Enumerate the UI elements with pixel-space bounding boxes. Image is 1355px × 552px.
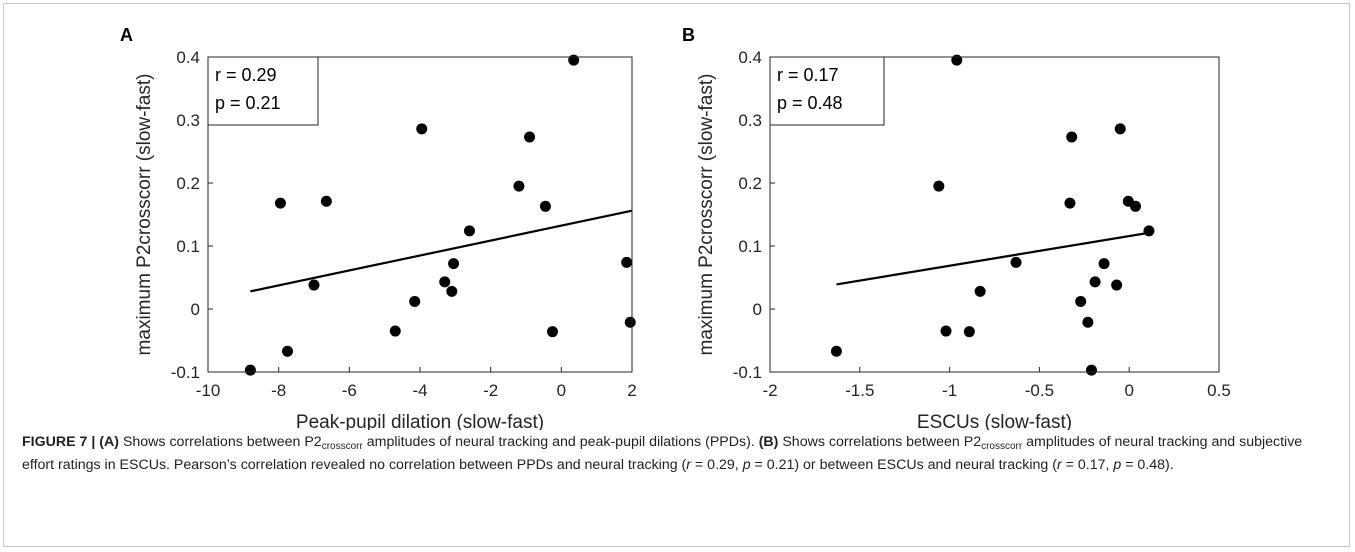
panel-a-data-point: [568, 54, 580, 66]
panel-b-xtick-label: -1.5: [845, 381, 874, 400]
panel-b-data-point: [940, 325, 952, 337]
panel-a-data-point: [547, 326, 558, 338]
panel-a-xtick-label: 2: [627, 381, 636, 400]
panel-a-data-point: [282, 345, 293, 357]
figure-panels: A-0.100.10.20.30.4-10 -8 -6 -4 -2 0 2Peak-pupi…: [120, 25, 1231, 430]
panel-b-ytick-label: -0.1: [733, 363, 762, 382]
panel-b-annotation-box: [769, 56, 885, 126]
caption-panel-a-label: (A): [99, 434, 119, 450]
panel-a-data-point: [244, 364, 256, 376]
caption-subscript: crosscorr: [321, 441, 363, 452]
panel-a-data-point: [513, 180, 525, 192]
panel-a-y-axis-label: maximum P2crosscorr (slow-fast): [134, 74, 155, 356]
caption-italic: r: [1056, 457, 1062, 473]
panel-a-data-point: [624, 316, 636, 328]
panel-b-data-point: [830, 345, 842, 357]
panel-a-xtick-label: -6: [342, 381, 357, 400]
figure-label: FIGURE 7 |: [22, 434, 96, 450]
panel-b-data-point: [1066, 131, 1078, 143]
caption-italic: p: [742, 457, 751, 473]
panel-b-ytick-label: 0.1: [738, 237, 762, 256]
panel-b-ytick-label: 0.3: [738, 111, 762, 130]
panel-a-data-point: [389, 325, 401, 337]
panel-b-plot-area: [769, 56, 1220, 373]
panel-b-data-point: [974, 285, 986, 297]
panel-b-annotation-text: p = 0.48: [777, 93, 843, 113]
panel-b-fit-line: [836, 231, 1150, 286]
figure-caption: FIGURE 7 | (A) Shows correlations betwee…: [22, 431, 1334, 477]
panel-a-data-point: [448, 258, 460, 270]
panel-b-y-axis-label: maximum P2crosscorr (slow-fast): [696, 74, 717, 356]
panel-b-data-point: [1114, 123, 1126, 135]
panel-a-xtick-label: -10: [196, 381, 221, 400]
caption-text: = 0.21) or between ESCUs and neural trac…: [750, 457, 1057, 473]
panel-a-ytick-label: 0: [191, 300, 200, 319]
panel-a-ytick-label: 0.1: [176, 237, 200, 256]
panel-a-xtick-label: -8: [271, 381, 286, 400]
panel-b-data-point: [1129, 200, 1141, 212]
panel-b-data-point: [1143, 225, 1155, 237]
panel-a-data-point: [463, 225, 475, 237]
panel-b-ytick-label: 0: [753, 300, 762, 319]
panel-b-data-point: [933, 180, 945, 192]
caption-text: Shows correlations between P2: [778, 434, 982, 450]
panel-a-data-point: [274, 197, 286, 209]
caption-subscript: crosscorr: [981, 441, 1023, 452]
panel-a-annotation-box: [207, 56, 319, 126]
panel-b-data-point: [1111, 279, 1123, 291]
panel-b-xtick-label: 0: [1124, 381, 1133, 400]
caption-text: amplitudes of neural tracking and subjec…: [22, 434, 1303, 473]
caption-text: = 0.29,: [691, 457, 743, 473]
panel-a-data-point: [446, 285, 458, 297]
panel-a-data-point: [409, 295, 421, 307]
caption-italic: r: [686, 457, 692, 473]
panel-a-ytick-label: 0.3: [176, 111, 200, 130]
panel-b-data-point: [963, 326, 975, 338]
panel-a-xtick-label: 0: [557, 381, 566, 400]
panel-a-annotation-text: r = 0.29: [215, 65, 277, 85]
panel-a-data-point: [621, 256, 633, 268]
panel-a-fit-line: [250, 209, 633, 293]
panel-a-label: A: [120, 25, 133, 45]
panel-b-data-point: [1089, 276, 1101, 288]
panel-b-label: B: [682, 25, 695, 45]
panel-b-xtick-label: -1: [942, 381, 957, 400]
panel-a-x-axis-label: Peak-pupil dilation (slow-fast): [296, 412, 544, 430]
panel-a-xtick-label: -2: [483, 381, 498, 400]
caption-text: Shows correlations between P2: [119, 434, 322, 450]
panel-a-ytick-label: 0.2: [176, 174, 200, 193]
caption-text: amplitudes of neural tracking and peak-p…: [362, 434, 759, 450]
caption-panel-b-label: (B): [758, 434, 779, 450]
panel-b-data-point: [1010, 256, 1022, 268]
panel-b-ytick-label: 0.2: [738, 174, 762, 193]
panel-b-data-point: [1098, 258, 1110, 270]
panel-a-plot-area: [207, 56, 633, 373]
panel-b-xtick-label: -0.5: [1025, 381, 1054, 400]
panel-a-data-point: [539, 200, 551, 212]
panel-a-data-point: [439, 276, 451, 288]
panel-b-data-point: [1064, 197, 1076, 209]
caption-italic: p: [1113, 457, 1122, 473]
caption-text: = 0.17,: [1061, 457, 1114, 473]
panel-a-data-point: [320, 195, 332, 207]
panel-b-data-point: [951, 54, 963, 66]
panel-b-data-point: [1085, 364, 1097, 376]
panel-b-annotation-text: r = 0.17: [777, 65, 839, 85]
panel-b-ytick-label: 0.4: [738, 48, 762, 67]
panel-b-xtick-label: -2: [762, 381, 777, 400]
panel-a-ytick-label: 0.4: [176, 48, 200, 67]
panel-b-x-axis-label: ESCUs (slow-fast): [917, 412, 1072, 430]
panel-a-xtick-label: -4: [412, 381, 427, 400]
panel-a-data-point: [308, 279, 320, 291]
figure-frame: [3, 3, 1350, 547]
caption-text: = 0.48).: [1121, 457, 1174, 473]
panel-b-data-point: [1082, 316, 1094, 328]
panel-a-data-point: [524, 131, 536, 143]
panel-a-annotation-text: p = 0.21: [215, 93, 281, 113]
panel-a-ytick-label: -0.1: [171, 363, 200, 382]
panel-b-xtick-label: 0.5: [1207, 381, 1231, 400]
panel-a-data-point: [416, 123, 428, 135]
panel-b-data-point: [1075, 295, 1087, 307]
